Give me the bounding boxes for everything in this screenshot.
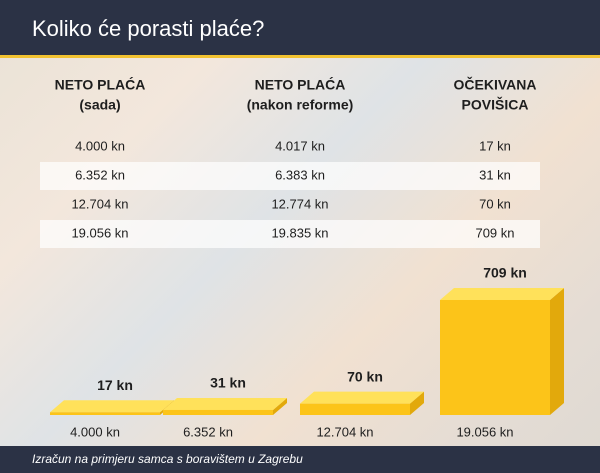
- table-cell: 70 kn: [479, 196, 511, 211]
- column-header: NETO PLAĆA: [255, 76, 346, 93]
- category-label: 4.000 kn: [70, 424, 120, 439]
- table-cell: 19.835 kn: [271, 225, 328, 240]
- bar-front: [163, 409, 273, 415]
- column-header: OČEKIVANA: [454, 76, 537, 93]
- value-label: 31 kn: [210, 375, 246, 391]
- bar-front: [300, 403, 410, 415]
- table-cell: 31 kn: [479, 167, 511, 182]
- column-header: NETO PLAĆA: [55, 76, 146, 93]
- bar: [300, 391, 424, 415]
- table-cell: 19.056 kn: [71, 225, 128, 240]
- column-header: POVIŠICA: [462, 96, 529, 113]
- bar-top: [50, 400, 174, 413]
- table-cell: 4.017 kn: [275, 138, 325, 153]
- table-cell: 17 kn: [479, 138, 511, 153]
- table-cell: 12.774 kn: [271, 196, 328, 211]
- category-label: 19.056 kn: [456, 424, 513, 439]
- table-cell: 4.000 kn: [75, 138, 125, 153]
- bar: [163, 397, 287, 415]
- table-cell: 709 kn: [475, 225, 514, 240]
- table-cell: 12.704 kn: [71, 196, 128, 211]
- row-stripe: [40, 162, 540, 190]
- bar-front: [50, 412, 160, 415]
- row-stripe: [40, 220, 540, 248]
- column-header: (nakon reforme): [247, 97, 354, 113]
- table-cell: 6.352 kn: [75, 167, 125, 182]
- bar-top: [163, 397, 287, 410]
- bar-side: [550, 288, 564, 415]
- value-label: 17 kn: [97, 377, 133, 393]
- footer-bar: [0, 446, 600, 473]
- value-label: 70 kn: [347, 368, 383, 384]
- bar-front: [440, 300, 550, 415]
- footer-note: Izračun na primjeru samca s boravištem u…: [32, 452, 303, 466]
- title-rule: [0, 55, 600, 58]
- category-label: 6.352 kn: [183, 424, 233, 439]
- table-cell: 6.383 kn: [275, 167, 325, 182]
- category-label: 12.704 kn: [316, 424, 373, 439]
- bar-top: [300, 391, 424, 404]
- bar-side: [410, 391, 424, 415]
- title-bar: [0, 0, 600, 55]
- bar: [440, 288, 564, 415]
- column-header: (sada): [79, 97, 120, 113]
- bar-side: [273, 397, 287, 415]
- title: Koliko će porasti plaće?: [32, 16, 264, 41]
- value-label: 709 kn: [483, 265, 527, 281]
- bar-top: [440, 288, 564, 300]
- bar: [50, 400, 174, 415]
